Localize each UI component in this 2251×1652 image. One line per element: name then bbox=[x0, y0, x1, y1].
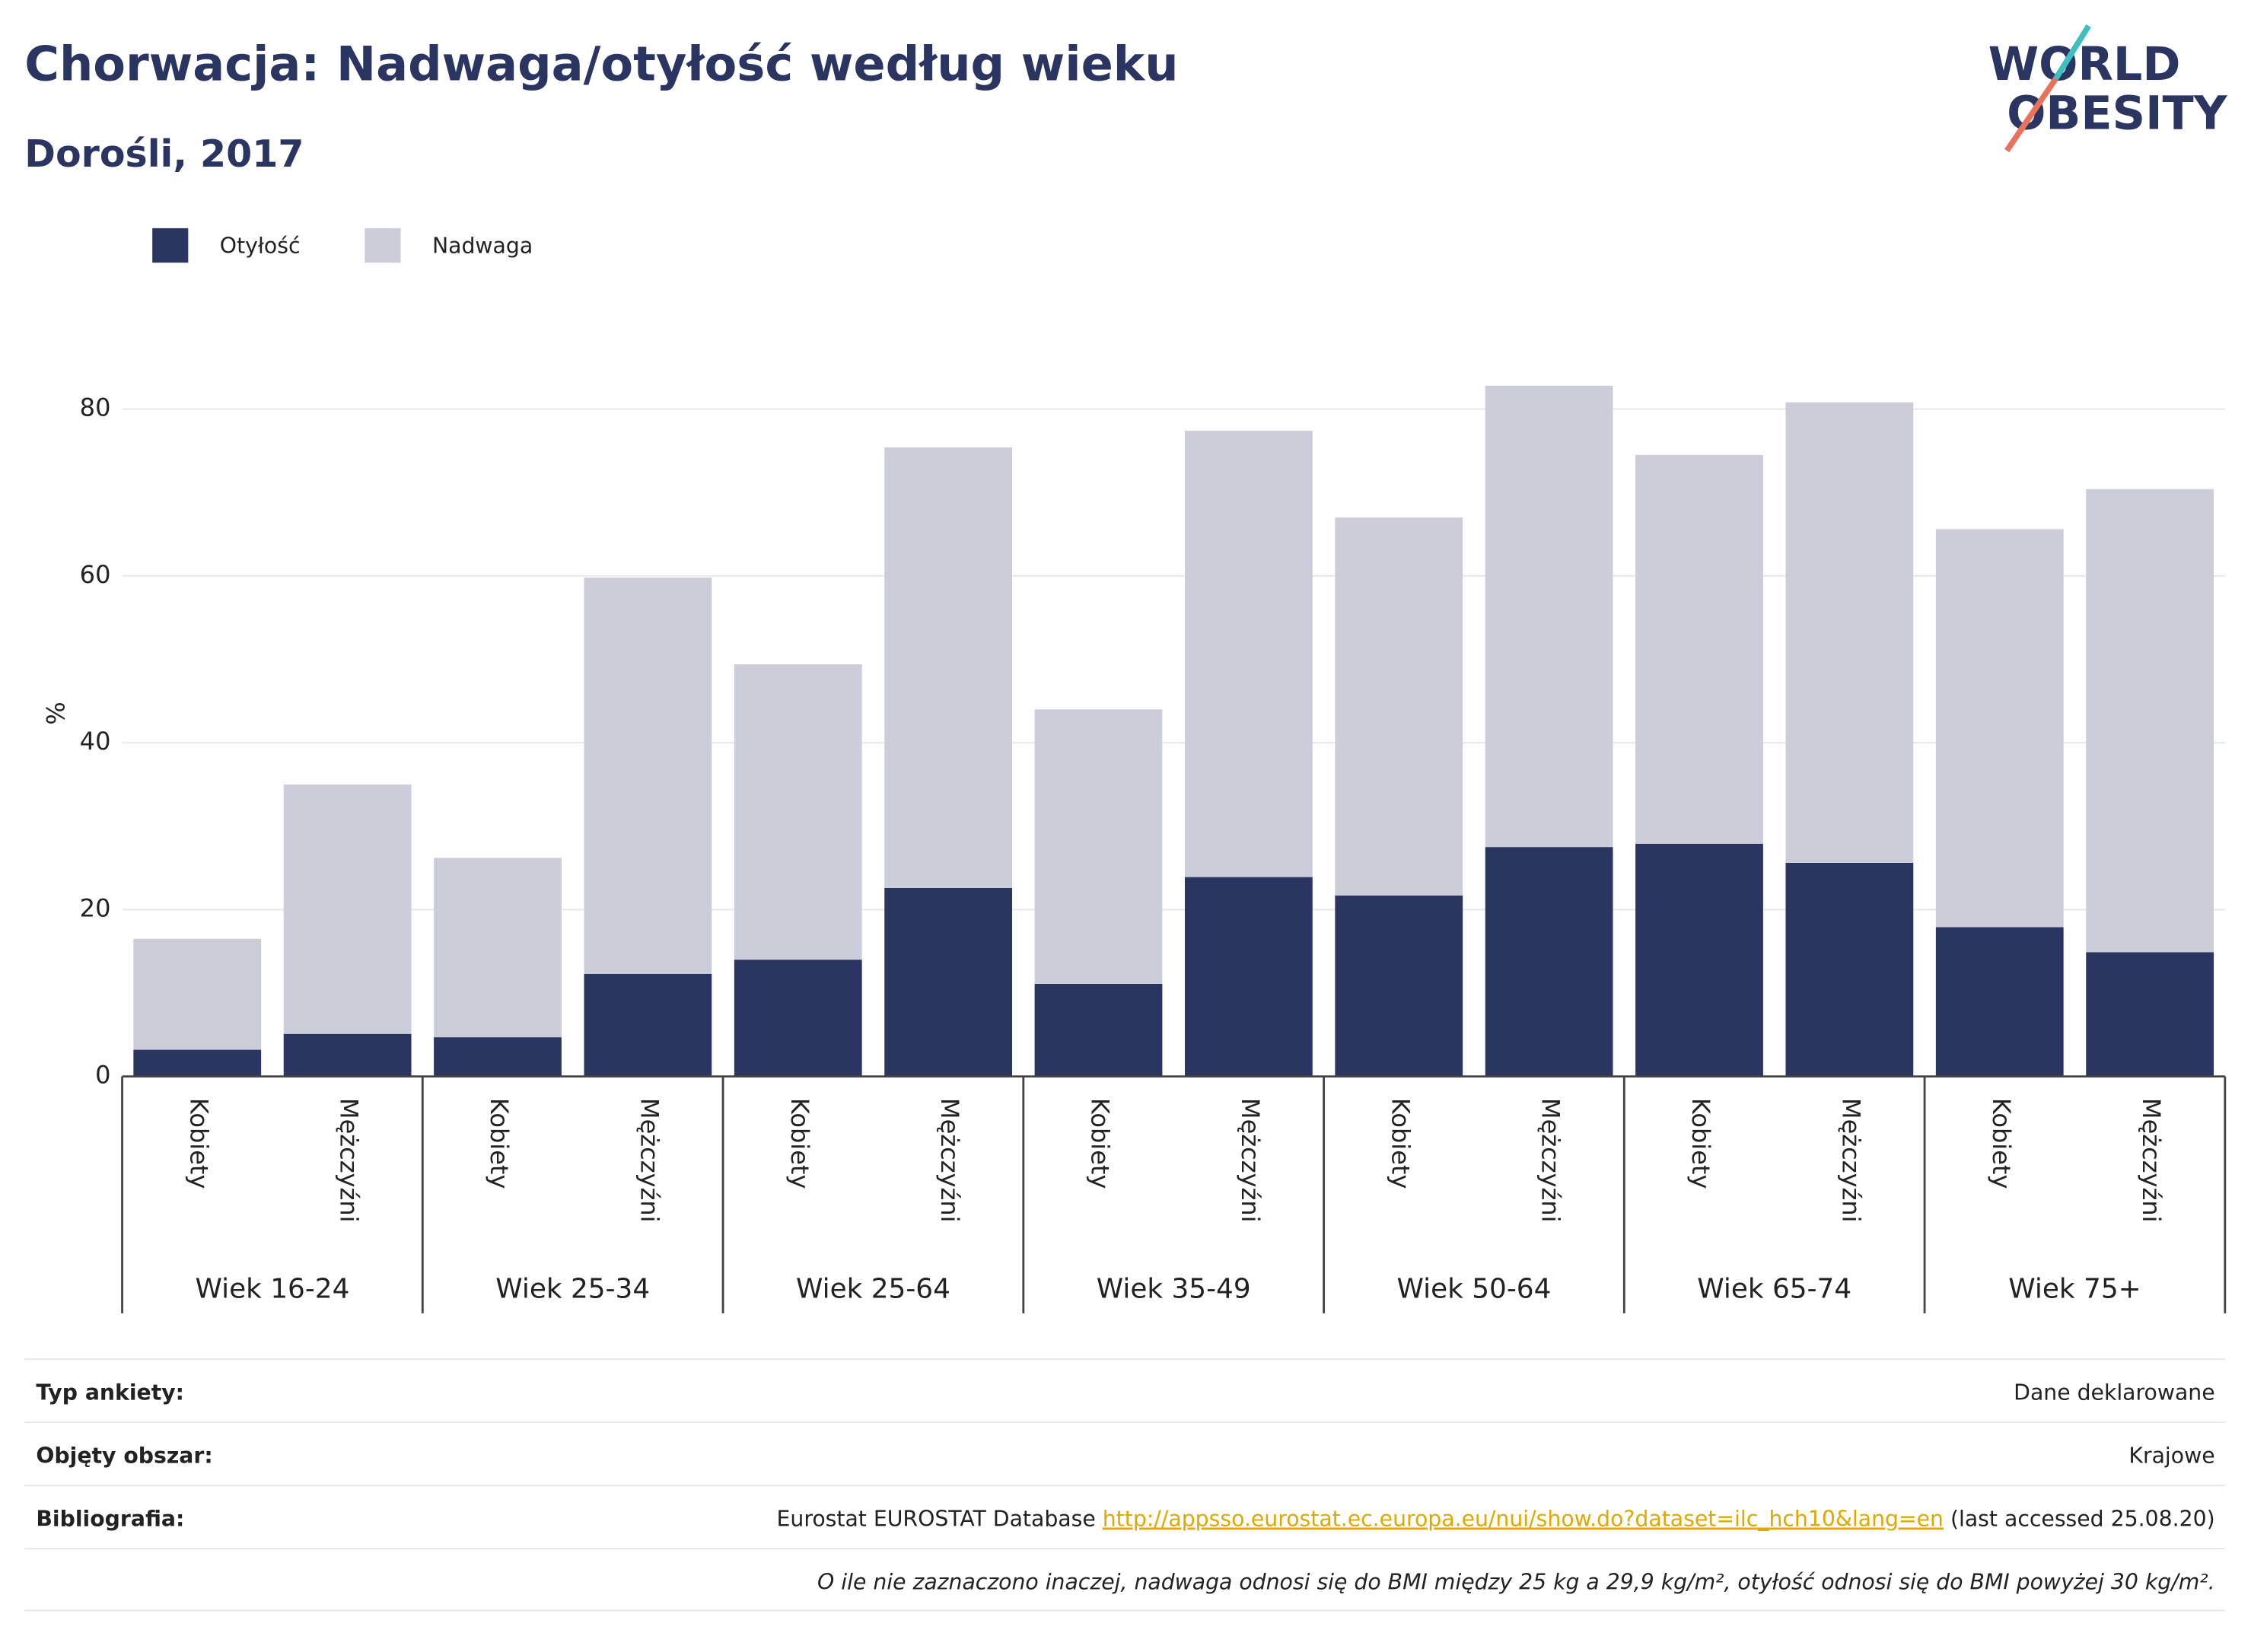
legend-label: Otyłość bbox=[220, 233, 301, 258]
footer-value: Dane deklarowane bbox=[2014, 1380, 2214, 1405]
x-tick-label: Kobiety bbox=[184, 1098, 213, 1189]
logo-line: OBESITY bbox=[2007, 87, 2228, 140]
x-tick-label: Mężczyźni bbox=[2137, 1098, 2166, 1223]
group-label: Wiek 25-64 bbox=[796, 1274, 950, 1305]
bar-segment bbox=[1935, 529, 2064, 928]
bar-segment bbox=[133, 1049, 262, 1077]
x-tick-label: Mężczyźni bbox=[635, 1098, 664, 1223]
group-label: Wiek 25-34 bbox=[495, 1274, 650, 1305]
legend-swatch bbox=[152, 228, 189, 263]
bar-segment bbox=[884, 887, 1013, 1077]
bar-segment bbox=[434, 858, 562, 1038]
bar-segment bbox=[734, 664, 862, 960]
group-label: Wiek 16-24 bbox=[195, 1274, 349, 1305]
x-tick-label: Kobiety bbox=[485, 1098, 514, 1189]
bar-segment bbox=[584, 973, 712, 1077]
bar-segment bbox=[1034, 709, 1163, 984]
bibliography: Eurostat EUROSTAT Database http://appsso… bbox=[777, 1506, 2215, 1531]
bar-segment bbox=[283, 784, 412, 1034]
bar-segment bbox=[1335, 895, 1463, 1077]
bar-segment bbox=[2086, 952, 2214, 1077]
bar-segment bbox=[734, 960, 862, 1077]
logo-slash bbox=[2053, 24, 2091, 81]
bibliography-text: Eurostat EUROSTAT Database bbox=[777, 1506, 1103, 1531]
bar-segment bbox=[1034, 983, 1163, 1077]
bibliography-suffix: (last accessed 25.08.20) bbox=[1944, 1506, 2215, 1531]
bar-segment bbox=[1785, 402, 1914, 863]
bar-segment bbox=[1184, 431, 1313, 877]
x-tick-label: Kobiety bbox=[1987, 1098, 2016, 1189]
legend-swatch bbox=[365, 228, 401, 263]
bar-segment bbox=[1485, 847, 1613, 1077]
bar-segment bbox=[1485, 385, 1613, 848]
group-label: Wiek 65-74 bbox=[1697, 1274, 1851, 1305]
bar-segment bbox=[1635, 454, 1763, 844]
x-tick-label: Kobiety bbox=[1085, 1098, 1114, 1189]
bar-segment bbox=[1335, 517, 1463, 896]
group-label: Wiek 50-64 bbox=[1396, 1274, 1551, 1305]
bar-segment bbox=[584, 578, 712, 974]
legend-label: Nadwaga bbox=[432, 233, 533, 258]
y-tick-label: 20 bbox=[80, 893, 111, 922]
x-tick-label: Mężczyźni bbox=[1536, 1098, 1565, 1223]
chart-subtitle: Dorośli, 2017 bbox=[24, 132, 304, 176]
y-tick-label: 40 bbox=[80, 727, 111, 756]
x-tick-label: Mężczyźni bbox=[1836, 1098, 1865, 1223]
chart-title: Chorwacja: Nadwaga/otyłość według wieku bbox=[24, 37, 1178, 92]
bibliography-link[interactable]: http://appsso.eurostat.ec.europa.eu/nui/… bbox=[1103, 1506, 1944, 1531]
y-tick-label: 80 bbox=[80, 393, 111, 422]
footer-label: Bibliografia: bbox=[36, 1506, 184, 1531]
x-tick-label: Mężczyźni bbox=[1236, 1098, 1265, 1223]
x-tick-label: Kobiety bbox=[1686, 1098, 1715, 1189]
x-tick-label: Mężczyźni bbox=[335, 1098, 364, 1223]
bar-segment bbox=[1635, 843, 1763, 1077]
footer-label: Objęty obszar: bbox=[36, 1443, 212, 1468]
y-tick-label: 0 bbox=[95, 1061, 110, 1090]
x-tick-label: Kobiety bbox=[1386, 1098, 1415, 1189]
footer-label: Typ ankiety: bbox=[36, 1380, 184, 1405]
logo-slash bbox=[2004, 77, 2058, 153]
logo-line: WORLD bbox=[1988, 38, 2181, 91]
bar-segment bbox=[2086, 489, 2214, 953]
y-axis-label: % bbox=[42, 702, 71, 724]
y-tick-label: 60 bbox=[80, 560, 111, 589]
x-tick-label: Mężczyźni bbox=[935, 1098, 964, 1223]
bar-segment bbox=[1935, 927, 2064, 1077]
bar-segment bbox=[133, 938, 262, 1050]
group-label: Wiek 75+ bbox=[2008, 1274, 2141, 1305]
group-label: Wiek 35-49 bbox=[1097, 1274, 1251, 1305]
bar-segment bbox=[884, 447, 1013, 888]
bar-segment bbox=[1785, 862, 1914, 1077]
bar-segment bbox=[283, 1033, 412, 1077]
bar-segment bbox=[1184, 877, 1313, 1077]
x-tick-label: Kobiety bbox=[785, 1098, 814, 1189]
footer-value: Krajowe bbox=[2128, 1443, 2214, 1468]
bar-segment bbox=[434, 1037, 562, 1077]
footer-note: O ile nie zaznaczono inaczej, nadwaga od… bbox=[817, 1569, 2215, 1594]
